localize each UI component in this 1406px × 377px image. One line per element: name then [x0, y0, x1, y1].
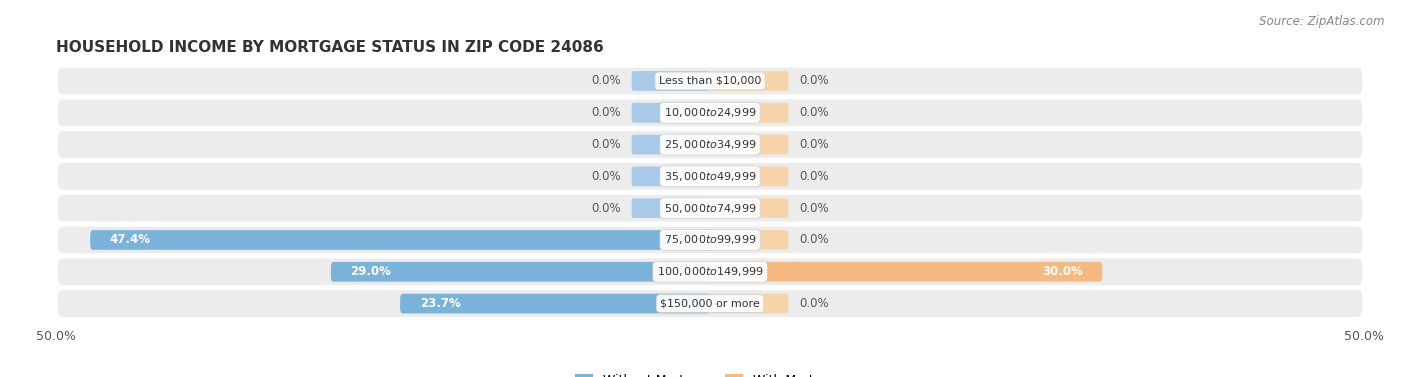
FancyBboxPatch shape — [710, 198, 789, 218]
Text: $50,000 to $74,999: $50,000 to $74,999 — [664, 202, 756, 215]
FancyBboxPatch shape — [58, 100, 1362, 126]
Text: 0.0%: 0.0% — [799, 75, 828, 87]
FancyBboxPatch shape — [58, 163, 1362, 190]
Text: 0.0%: 0.0% — [592, 138, 621, 151]
FancyBboxPatch shape — [58, 290, 1362, 317]
Text: Less than $10,000: Less than $10,000 — [659, 76, 761, 86]
Text: 0.0%: 0.0% — [592, 202, 621, 215]
Text: 23.7%: 23.7% — [420, 297, 461, 310]
FancyBboxPatch shape — [58, 227, 1362, 253]
FancyBboxPatch shape — [330, 262, 710, 282]
FancyBboxPatch shape — [710, 135, 789, 155]
Text: HOUSEHOLD INCOME BY MORTGAGE STATUS IN ZIP CODE 24086: HOUSEHOLD INCOME BY MORTGAGE STATUS IN Z… — [56, 40, 605, 55]
Text: 0.0%: 0.0% — [592, 106, 621, 119]
FancyBboxPatch shape — [710, 167, 789, 186]
FancyBboxPatch shape — [58, 131, 1362, 158]
Text: 29.0%: 29.0% — [350, 265, 391, 278]
FancyBboxPatch shape — [710, 294, 789, 313]
FancyBboxPatch shape — [58, 258, 1362, 285]
FancyBboxPatch shape — [631, 135, 710, 155]
Text: 47.4%: 47.4% — [110, 233, 150, 247]
Text: Source: ZipAtlas.com: Source: ZipAtlas.com — [1260, 15, 1385, 28]
Text: 30.0%: 30.0% — [1042, 265, 1083, 278]
Legend: Without Mortgage, With Mortgage: Without Mortgage, With Mortgage — [569, 369, 851, 377]
FancyBboxPatch shape — [710, 103, 789, 123]
Text: $10,000 to $24,999: $10,000 to $24,999 — [664, 106, 756, 119]
Text: 0.0%: 0.0% — [799, 297, 828, 310]
Text: $25,000 to $34,999: $25,000 to $34,999 — [664, 138, 756, 151]
FancyBboxPatch shape — [90, 230, 710, 250]
Text: $35,000 to $49,999: $35,000 to $49,999 — [664, 170, 756, 183]
FancyBboxPatch shape — [710, 71, 789, 91]
FancyBboxPatch shape — [710, 262, 1102, 282]
Text: 0.0%: 0.0% — [799, 138, 828, 151]
Text: $150,000 or more: $150,000 or more — [661, 299, 759, 308]
Text: 0.0%: 0.0% — [592, 75, 621, 87]
Text: 0.0%: 0.0% — [799, 233, 828, 247]
Text: 0.0%: 0.0% — [799, 170, 828, 183]
Text: $75,000 to $99,999: $75,000 to $99,999 — [664, 233, 756, 247]
Text: 0.0%: 0.0% — [592, 170, 621, 183]
Text: 0.0%: 0.0% — [799, 202, 828, 215]
FancyBboxPatch shape — [631, 167, 710, 186]
FancyBboxPatch shape — [58, 195, 1362, 222]
FancyBboxPatch shape — [710, 230, 789, 250]
FancyBboxPatch shape — [58, 67, 1362, 94]
FancyBboxPatch shape — [631, 71, 710, 91]
Text: 0.0%: 0.0% — [799, 106, 828, 119]
FancyBboxPatch shape — [631, 103, 710, 123]
Text: $100,000 to $149,999: $100,000 to $149,999 — [657, 265, 763, 278]
FancyBboxPatch shape — [631, 198, 710, 218]
FancyBboxPatch shape — [401, 294, 710, 313]
